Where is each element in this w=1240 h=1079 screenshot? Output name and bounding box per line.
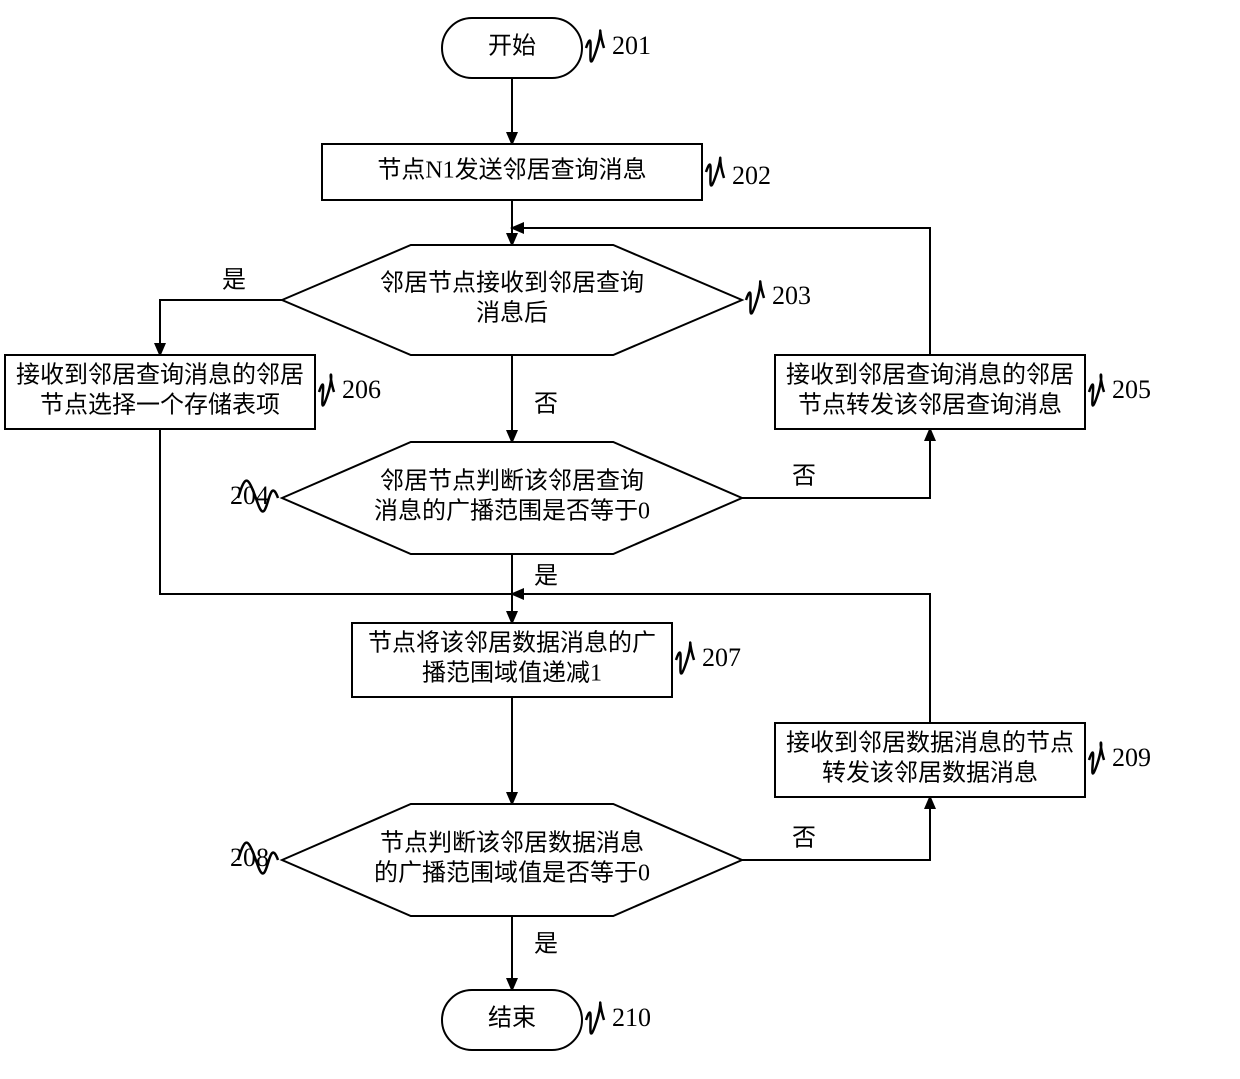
node-text: 邻居节点接收到邻居查询 — [380, 270, 644, 297]
flow-edge — [742, 429, 930, 498]
flow-edge — [742, 797, 930, 860]
edge-label: 否 — [534, 392, 558, 418]
reference-number: 201 — [612, 31, 651, 60]
node-text: 接收到邻居数据消息的节点 — [786, 730, 1074, 757]
node-n204: 邻居节点判断该邻居查询消息的广播范围是否等于0 — [282, 442, 742, 554]
node-text: 节点选择一个存储表项 — [40, 392, 280, 419]
node-text: 的广播范围域值是否等于0 — [374, 860, 650, 887]
reference-squiggle — [1089, 375, 1104, 406]
node-text: 接收到邻居查询消息的邻居 — [786, 362, 1074, 389]
node-text: 转发该邻居数据消息 — [822, 760, 1038, 787]
reference-squiggle — [746, 281, 764, 313]
node-text: 消息的广播范围是否等于0 — [374, 498, 650, 525]
flow-edge — [160, 300, 282, 355]
node-text: 开始 — [488, 33, 536, 60]
node-text: 邻居节点判断该邻居查询 — [380, 468, 644, 495]
reference-squiggle — [586, 31, 604, 62]
node-n202: 节点N1发送邻居查询消息 — [322, 144, 702, 200]
reference-number: 203 — [772, 281, 811, 310]
node-n210: 结束 — [442, 990, 582, 1050]
reference-number: 206 — [342, 375, 381, 404]
node-n201: 开始 — [442, 18, 582, 78]
reference-number: 204 — [230, 481, 269, 510]
reference-squiggle — [586, 1003, 604, 1034]
node-text: 节点转发该邻居查询消息 — [798, 392, 1062, 419]
reference-number: 207 — [702, 643, 741, 672]
reference-number: 209 — [1112, 743, 1151, 772]
node-n209: 接收到邻居数据消息的节点转发该邻居数据消息 — [775, 723, 1085, 797]
reference-squiggle — [706, 158, 724, 186]
edge-label: 是 — [534, 932, 558, 958]
reference-number: 205 — [1112, 375, 1151, 404]
reference-number: 202 — [732, 161, 771, 190]
node-n206: 接收到邻居查询消息的邻居节点选择一个存储表项 — [5, 355, 315, 429]
node-text: 接收到邻居查询消息的邻居 — [16, 362, 304, 389]
reference-squiggle — [319, 375, 334, 406]
node-text: 消息后 — [476, 300, 548, 327]
edge-label: 是 — [534, 564, 558, 590]
reference-number: 208 — [230, 843, 269, 872]
node-n203: 邻居节点接收到邻居查询消息后 — [282, 245, 742, 355]
edge-label: 否 — [792, 826, 816, 852]
node-n207: 节点将该邻居数据消息的广播范围域值递减1 — [352, 623, 672, 697]
reference-squiggle — [1089, 743, 1104, 774]
node-text: 节点将该邻居数据消息的广 — [368, 630, 656, 657]
edge-label: 否 — [792, 464, 816, 490]
node-text: 播范围域值递减1 — [422, 660, 602, 687]
flowchart-canvas: 否是否是否是开始201节点N1发送邻居查询消息202邻居节点接收到邻居查询消息后… — [0, 0, 1240, 1079]
node-text: 节点判断该邻居数据消息 — [380, 830, 644, 857]
reference-number: 210 — [612, 1003, 651, 1032]
node-text: 节点N1发送邻居查询消息 — [377, 157, 646, 184]
edge-label: 是 — [222, 268, 246, 294]
reference-squiggle — [676, 643, 694, 674]
node-n208: 节点判断该邻居数据消息的广播范围域值是否等于0 — [282, 804, 742, 916]
node-text: 结束 — [488, 1005, 536, 1032]
node-n205: 接收到邻居查询消息的邻居节点转发该邻居查询消息 — [775, 355, 1085, 429]
